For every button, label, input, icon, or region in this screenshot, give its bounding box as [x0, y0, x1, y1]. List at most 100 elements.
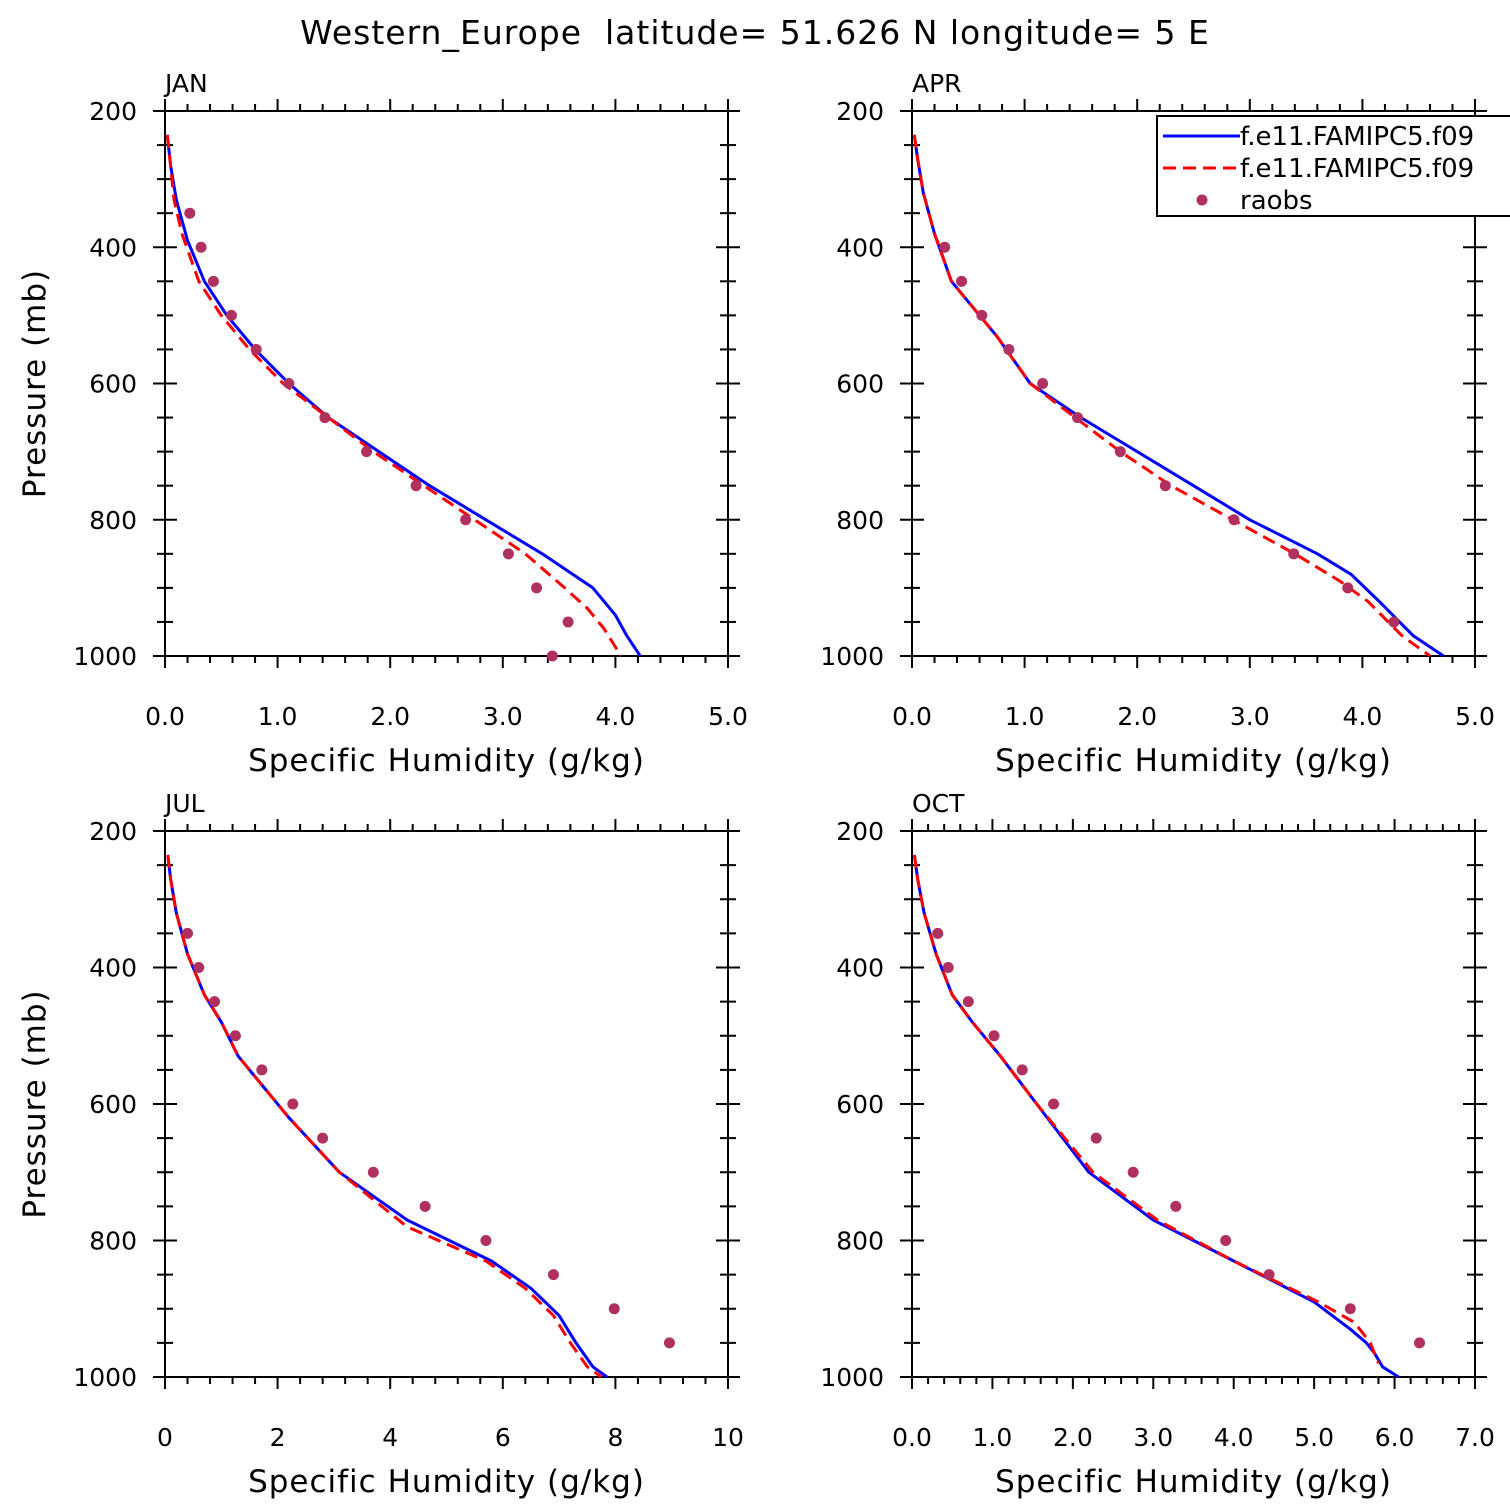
x-tick-label: 5.0 — [708, 702, 748, 731]
raobs-point — [1170, 1200, 1182, 1212]
panel-jan: JAN 0.0 1.0 2.0 3.0 4.0 5.0 200 400 600 800 1000 Spe… — [17, 69, 748, 779]
panel-jul: JUL 0 2 4 6 8 10 200 400 600 800 1000 Specific Humid… — [17, 789, 744, 1500]
y-tick-label: 600 — [89, 1090, 137, 1119]
raobs-point — [419, 1200, 431, 1212]
raobs-point — [283, 378, 295, 389]
x-tick-label: 2 — [270, 1423, 286, 1452]
y-tick-label: 800 — [836, 506, 884, 535]
raobs-point — [1114, 446, 1126, 458]
x-tick-label: 4.0 — [596, 702, 636, 731]
raobs-point — [942, 962, 954, 973]
raobs-point — [1344, 1303, 1356, 1315]
panel-title: OCT — [912, 789, 965, 818]
raobs-point — [1037, 378, 1049, 389]
y-tick-label: 1000 — [820, 642, 884, 671]
y-tick-label: 600 — [836, 1090, 884, 1119]
x-tick-label: 0 — [157, 1423, 173, 1452]
legend-marker — [1196, 194, 1208, 206]
y-tick-label: 1000 — [73, 642, 137, 671]
model-series-2-line — [166, 854, 603, 1379]
y-tick-label: 200 — [89, 817, 137, 846]
raobs-point — [546, 650, 558, 662]
raobs-point — [1090, 1132, 1102, 1144]
raobs-point — [976, 309, 988, 321]
raobs-point — [317, 1132, 329, 1144]
raobs-point — [184, 207, 196, 219]
raobs-point — [361, 446, 373, 458]
figure-title: Western_Europe latitude= 51.626 N longit… — [300, 13, 1210, 52]
panel-title: JUL — [163, 789, 205, 818]
x-tick-label: 4 — [382, 1423, 398, 1452]
raobs-point — [1388, 616, 1400, 628]
x-tick-label: 0.0 — [892, 1423, 932, 1452]
raobs-point — [1072, 412, 1084, 424]
raobs-point — [287, 1098, 299, 1110]
raobs-point — [956, 275, 968, 287]
x-axis-label: Specific Humidity (g/kg) — [995, 743, 1392, 779]
raobs-point — [531, 582, 543, 594]
legend-label: f.e11.FAMIPC5.f09 — [1240, 122, 1474, 152]
raobs-point — [225, 309, 237, 321]
x-axis-label: Specific Humidity (g/kg) — [995, 1464, 1392, 1500]
x-tick-label: 4.0 — [1214, 1423, 1254, 1452]
raobs-point — [1048, 1098, 1060, 1110]
x-tick-label: 2.0 — [1053, 1423, 1093, 1452]
x-tick-label: 3.0 — [483, 702, 523, 731]
raobs-point — [480, 1235, 492, 1246]
raobs-point — [608, 1303, 620, 1315]
raobs-point — [1159, 480, 1171, 492]
raobs-point — [1003, 343, 1015, 355]
y-axis-label: Pressure (mb) — [17, 989, 53, 1218]
x-tick-label: 1.0 — [973, 1423, 1013, 1452]
raobs-point — [962, 996, 974, 1008]
x-tick-label: 2.0 — [370, 702, 410, 731]
legend-label: raobs — [1240, 186, 1313, 216]
y-tick-label: 600 — [89, 370, 137, 399]
x-tick-label: 6 — [495, 1423, 511, 1452]
x-tick-label: 0.0 — [892, 702, 932, 731]
x-tick-label: 1.0 — [1005, 702, 1045, 731]
y-tick-label: 400 — [836, 954, 884, 983]
raobs-point — [193, 962, 205, 973]
y-tick-label: 200 — [89, 97, 137, 126]
raobs-point — [1342, 582, 1354, 594]
y-tick-label: 200 — [836, 817, 884, 846]
raobs-point — [1414, 1337, 1426, 1349]
raobs-point — [1288, 548, 1300, 560]
raobs-point — [460, 514, 472, 526]
raobs-point — [562, 616, 574, 628]
raobs-point — [1228, 514, 1240, 526]
raobs-point — [932, 927, 944, 939]
x-axis-label: Specific Humidity (g/kg) — [248, 1464, 645, 1500]
raobs-point — [319, 412, 331, 424]
y-tick-label: 600 — [836, 370, 884, 399]
raobs-point — [547, 1269, 559, 1281]
y-tick-label: 800 — [89, 1227, 137, 1256]
raobs-point — [502, 548, 514, 560]
raobs-point — [663, 1337, 675, 1349]
x-tick-label: 5.0 — [1455, 702, 1495, 731]
x-tick-label: 8 — [607, 1423, 623, 1452]
panels: JAN 0.0 1.0 2.0 3.0 4.0 5.0 200 400 600 800 1000 Spe… — [17, 69, 1495, 1500]
y-axis-label: Pressure (mb) — [17, 269, 53, 498]
raobs-point — [410, 480, 422, 492]
legend-label: f.e11.FAMIPC5.f09 — [1240, 154, 1474, 184]
x-tick-label: 2.0 — [1117, 702, 1157, 731]
x-tick-label: 5.0 — [1294, 1423, 1334, 1452]
x-tick-label: 3.0 — [1230, 702, 1270, 731]
model-series-2-line — [912, 854, 1380, 1364]
raobs-point — [250, 343, 262, 355]
raobs-point — [182, 927, 194, 939]
x-tick-label: 6.0 — [1375, 1423, 1415, 1452]
raobs-point — [229, 1030, 241, 1042]
y-tick-label: 400 — [89, 954, 137, 983]
x-axis-label: Specific Humidity (g/kg) — [248, 743, 645, 779]
y-tick-label: 800 — [836, 1227, 884, 1256]
y-tick-label: 1000 — [73, 1363, 137, 1392]
x-tick-label: 0.0 — [145, 702, 185, 731]
x-tick-label: 10 — [712, 1423, 744, 1452]
y-tick-label: 800 — [89, 506, 137, 535]
